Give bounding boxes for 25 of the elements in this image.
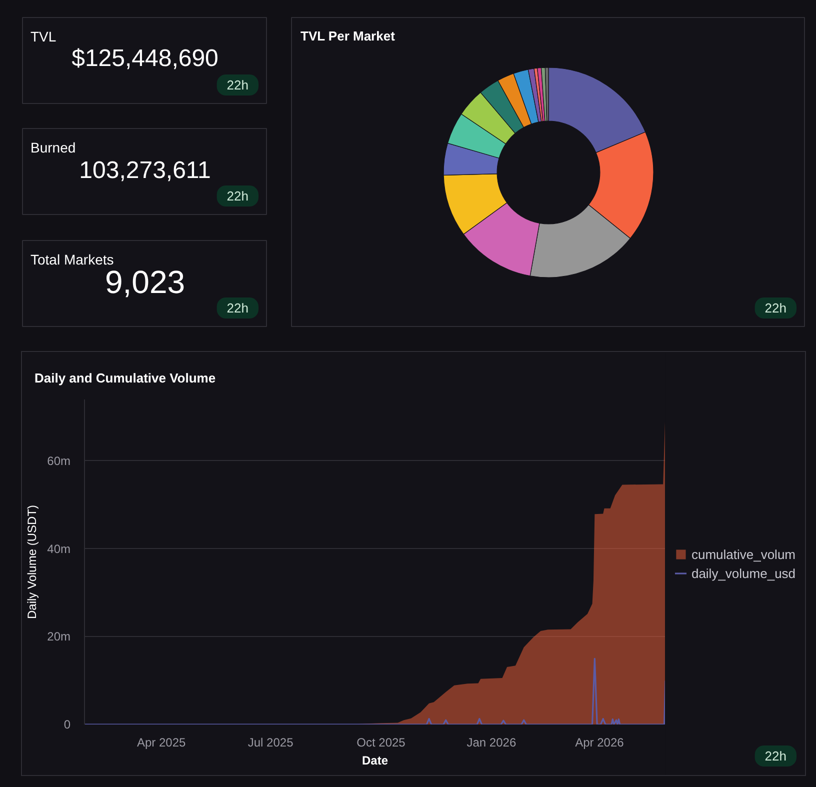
y-tick-label: 0 [64,718,71,732]
text: 22h [226,78,249,92]
y-tick-label: 60m [47,454,71,468]
chart-title: Daily and Cumulative Volume [34,370,216,386]
text: 22h [764,300,787,316]
y-tick-label: 20m [47,630,71,644]
x-tick-label: Oct 2025 [356,736,406,750]
x-tick-label: Apr 2026 [575,736,624,750]
x-tick-label: Jul 2025 [248,736,294,750]
y-tick-label: 40m [47,542,71,556]
text: 22h [226,188,249,204]
x-tick-label: Apr 2025 [136,736,186,750]
text: $125,448,690 [72,45,218,72]
text: Burned [30,140,76,156]
x-axis-title: Date [362,754,388,768]
chart-title: TVL Per Market [300,28,396,44]
legend-label: daily_volume_usd [691,566,796,580]
x-tick-label: Jan 2026 [466,736,516,750]
line-series [84,658,665,724]
y-axis-title: Daily Volume (USDT) [25,504,40,620]
text: 22h [764,748,787,764]
text: 22h [226,300,249,316]
legend-label: cumulative_volum [691,546,796,562]
text: 103,273,611 [79,157,211,184]
text: TVL [30,28,56,44]
